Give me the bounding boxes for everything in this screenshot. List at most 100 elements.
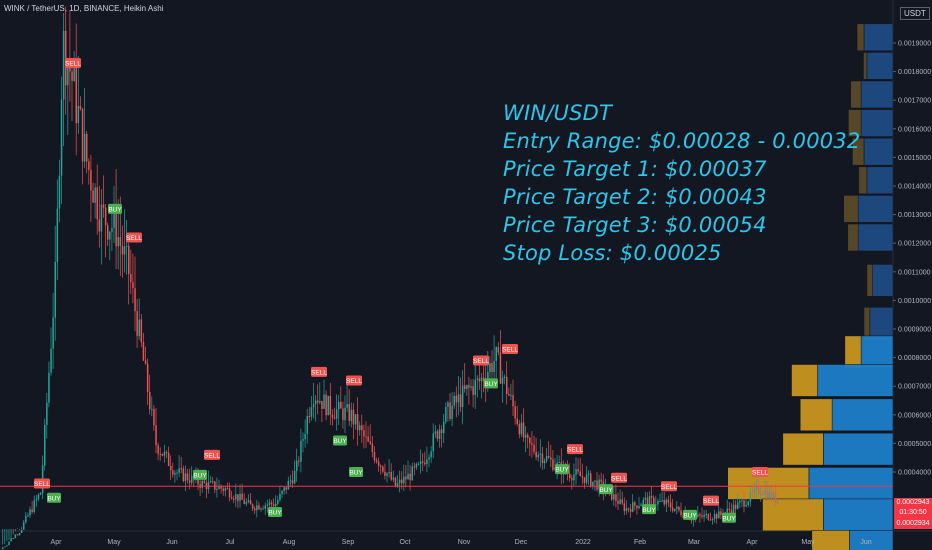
reference-price-value: 0.0002934	[896, 520, 930, 527]
candle-body	[413, 466, 416, 468]
candle-body	[472, 386, 474, 395]
annotation-target-2: Price Target 2: $0.00043	[503, 185, 767, 209]
candle-body	[760, 493, 762, 495]
candle-body	[464, 385, 466, 389]
candle-body	[317, 400, 319, 403]
candle-body	[327, 395, 329, 416]
volume-profile-down-bar	[863, 306, 871, 340]
sell-signal-label: SELL	[567, 447, 583, 454]
candle-body	[648, 496, 651, 505]
candle-body	[268, 502, 271, 505]
candle-body	[73, 67, 75, 81]
candle-body	[188, 480, 191, 483]
candle-body	[258, 505, 260, 510]
time-tick-label: Nov	[458, 539, 471, 546]
candle-body	[191, 475, 193, 483]
sell-signal-marker	[661, 481, 677, 492]
candle-body	[617, 500, 619, 504]
price-tick-label: 0.0019000	[898, 41, 931, 48]
candle-body	[720, 511, 722, 515]
candle-body	[293, 471, 296, 484]
candle-body	[690, 519, 693, 521]
time-tick-label: Jun	[860, 539, 871, 546]
candle-body	[48, 372, 50, 403]
candle-body	[680, 510, 682, 516]
candle-body	[270, 502, 273, 505]
candle-body	[501, 377, 504, 384]
price-tick-label: 0.0015000	[898, 155, 931, 162]
candle-body	[117, 237, 119, 247]
candle-body	[310, 407, 313, 417]
annotation-stop-loss: Stop Loss: $0.00025	[503, 241, 722, 265]
candle-body	[734, 504, 737, 509]
candle-body	[283, 487, 285, 492]
volume-profile-down-bar	[843, 195, 859, 223]
volume-profile-down-bar	[848, 109, 862, 137]
candle-body	[8, 541, 10, 546]
candle-body	[155, 425, 157, 446]
time-tick-label: Jul	[226, 539, 235, 546]
candle-body	[590, 473, 592, 487]
candle-body	[104, 207, 107, 226]
sell-signal-marker	[611, 472, 627, 483]
candle-body	[642, 499, 644, 505]
candle-body	[749, 491, 752, 502]
candle-body	[86, 133, 88, 162]
volume-profile-down-bar	[799, 398, 833, 432]
candle-body	[52, 317, 54, 349]
candle-body	[335, 409, 338, 419]
candle-body	[592, 481, 594, 487]
candle-body	[88, 161, 90, 170]
candle-body	[224, 488, 227, 491]
candle-body	[157, 445, 159, 454]
candle-body	[321, 401, 323, 409]
buy-signal-label: BUY	[349, 470, 363, 477]
buy-signal-marker	[193, 469, 207, 480]
candle-body	[659, 501, 661, 503]
volume-profile-up-bar	[857, 195, 894, 223]
candle-body	[491, 363, 493, 373]
candle-body	[27, 515, 29, 517]
candle-body	[401, 479, 403, 484]
candle-body	[338, 401, 340, 410]
candle-body	[216, 488, 218, 490]
candle-body	[701, 515, 703, 517]
candle-body	[18, 532, 21, 536]
volume-profile-up-bar	[823, 498, 894, 532]
candle-body	[279, 493, 281, 501]
candle-body	[569, 473, 571, 479]
candle-body	[594, 480, 596, 482]
candle-body	[56, 208, 59, 262]
candle-body	[302, 439, 304, 441]
candle-body	[774, 492, 777, 503]
currency-label[interactable]: USDT	[900, 7, 930, 20]
buy-signal-label: BUY	[193, 472, 207, 479]
candle-body	[753, 489, 756, 493]
candle-body	[762, 493, 764, 496]
candle-body	[419, 461, 422, 464]
candle-body	[212, 481, 214, 483]
candle-body	[707, 514, 710, 520]
candle-body	[520, 422, 523, 435]
buy-signal-marker	[722, 512, 736, 523]
candle-body	[163, 452, 166, 456]
time-tick-label: Apr	[747, 539, 759, 546]
candle-body	[218, 486, 220, 489]
time-tick-label: Jun	[166, 539, 177, 546]
annotation-pair: WIN/USDT	[503, 101, 613, 125]
candle-body	[516, 418, 518, 424]
sell-signal-marker	[473, 355, 489, 366]
candle-body	[705, 514, 707, 516]
candle-body	[430, 451, 432, 458]
candle-body	[384, 471, 386, 476]
sell-signal-marker	[126, 232, 142, 243]
volume-profile-down-bar	[727, 467, 810, 500]
candle-body	[165, 452, 168, 454]
candle-body	[10, 537, 12, 542]
candle-body	[440, 429, 443, 433]
candle-body	[512, 395, 514, 407]
buy-signal-label: BUY	[722, 515, 736, 522]
candle-body	[119, 237, 122, 246]
